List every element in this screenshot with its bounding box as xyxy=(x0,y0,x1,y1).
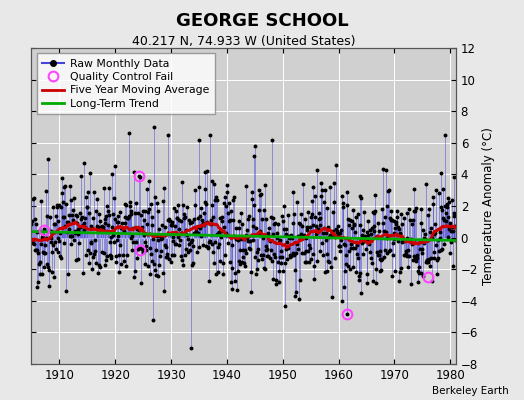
Title: 40.217 N, 74.933 W (United States): 40.217 N, 74.933 W (United States) xyxy=(132,35,355,48)
Text: Berkeley Earth: Berkeley Earth xyxy=(432,386,508,396)
Text: GEORGE SCHOOL: GEORGE SCHOOL xyxy=(176,12,348,30)
Legend: Raw Monthly Data, Quality Control Fail, Five Year Moving Average, Long-Term Tren: Raw Monthly Data, Quality Control Fail, … xyxy=(37,54,215,114)
Y-axis label: Temperature Anomaly (°C): Temperature Anomaly (°C) xyxy=(482,127,495,285)
